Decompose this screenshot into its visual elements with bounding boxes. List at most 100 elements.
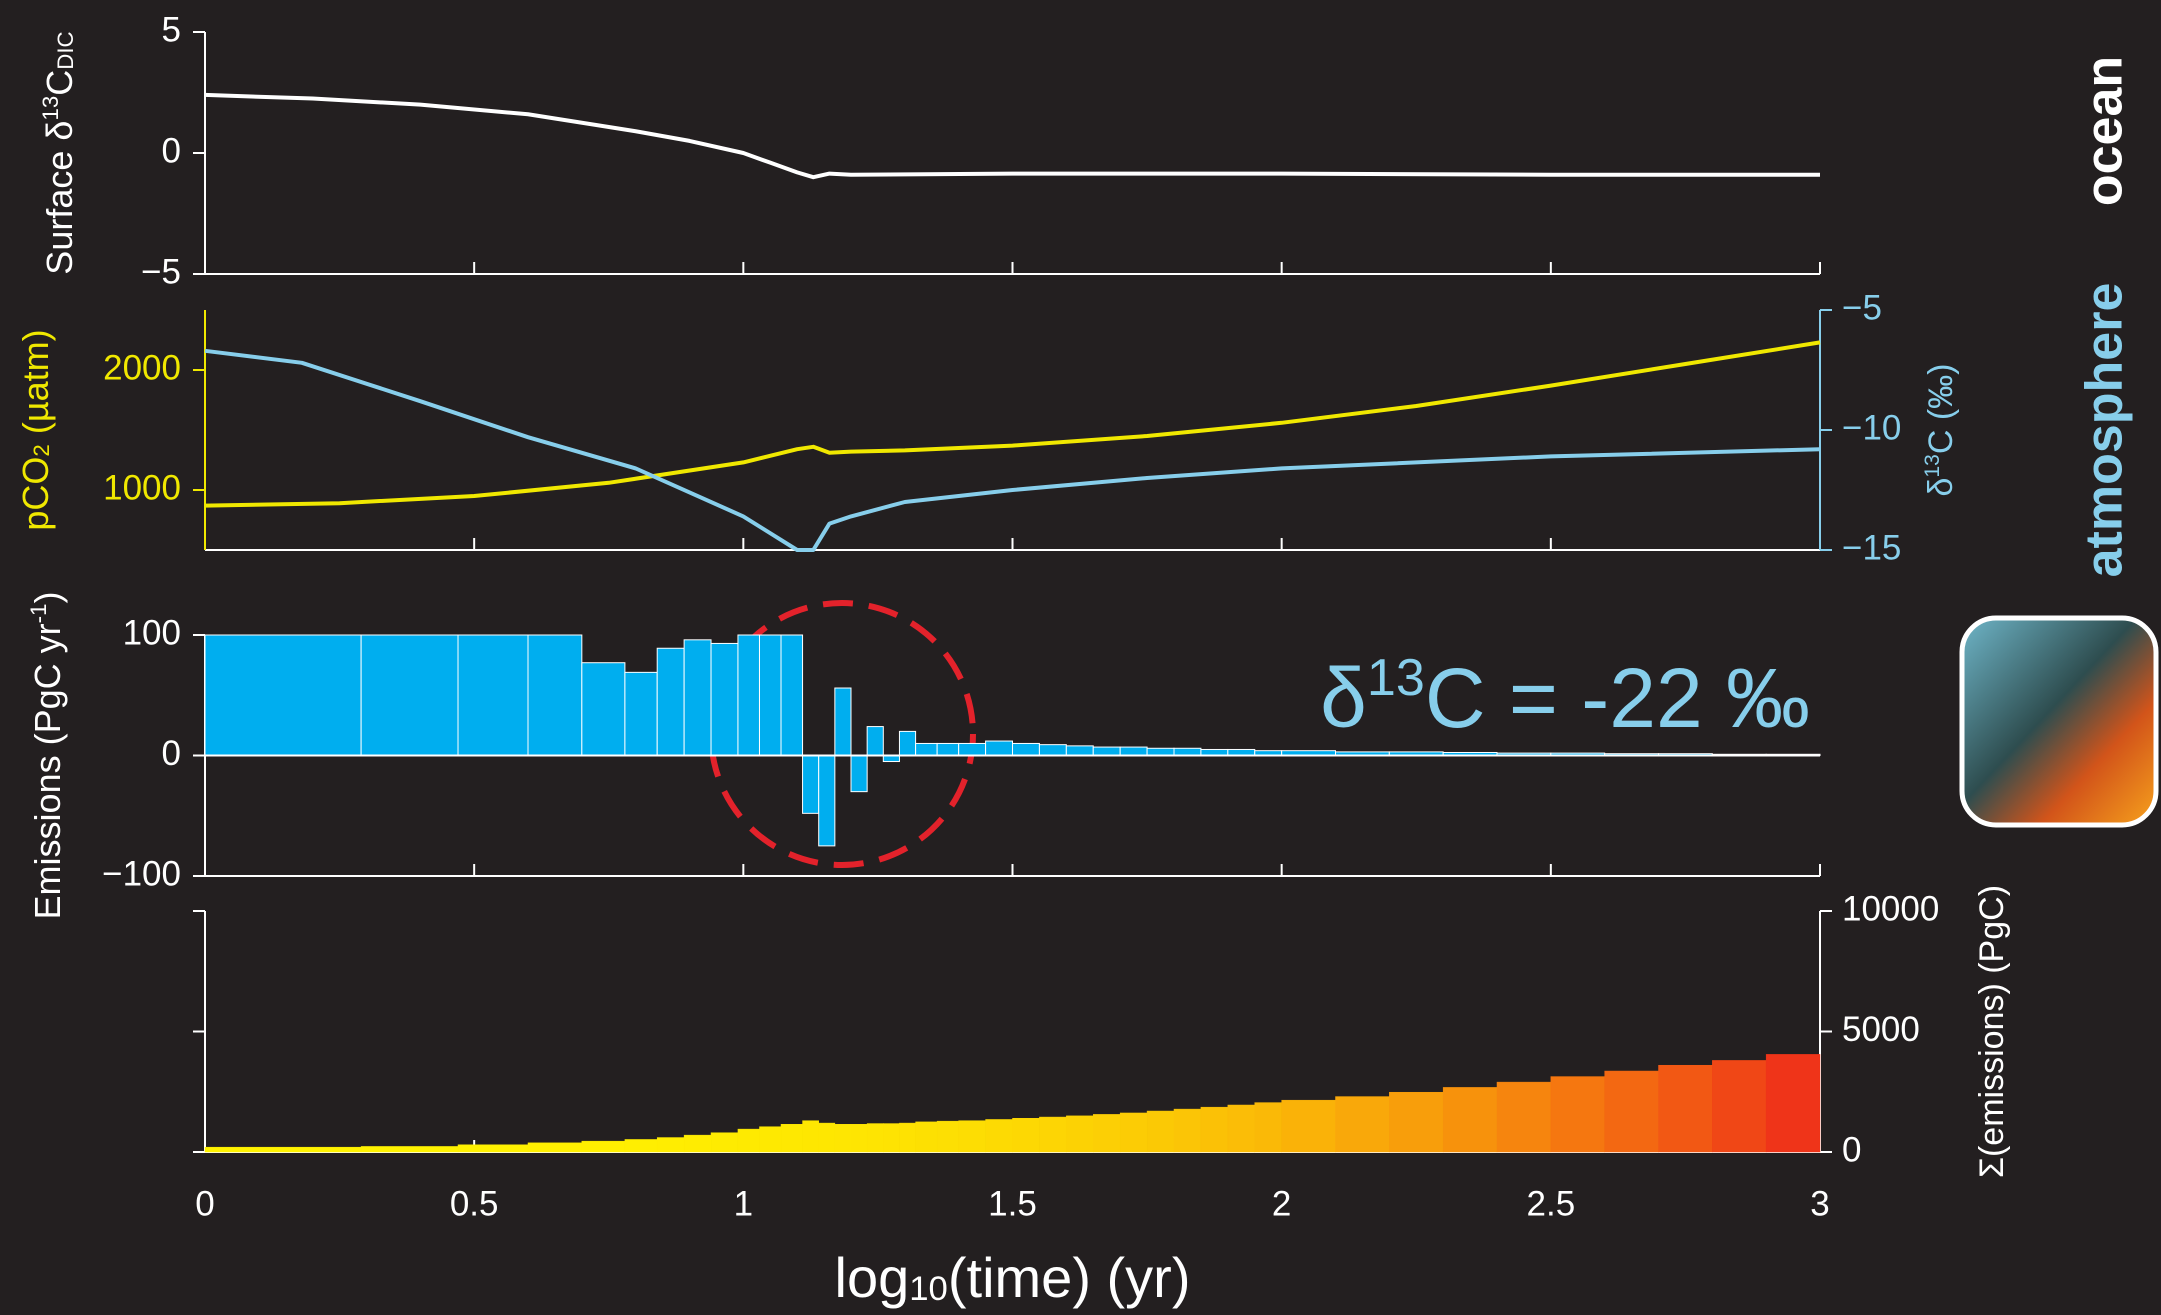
y-tick-label: 5 [162,10,181,49]
y2-tick-label: 10000 [1842,889,1939,928]
bar [205,635,361,756]
label-part: Emissions (PgC yr [27,623,68,919]
label-part: 10 [909,1270,948,1308]
page: {"chart_data":[ {"type":"line","ylabel":… [0,0,2161,1315]
label-part: Surface δ [39,121,80,275]
bar [361,635,458,756]
y-axis-title: Surface δ13CDIC [38,31,80,274]
bar [528,1143,582,1152]
label-part: log [835,1246,910,1309]
y2-tick-label: 5000 [1842,1010,1920,1049]
bar [916,743,938,755]
bar [883,1124,899,1152]
y2-axis-title: δ13C (‰) [1921,363,1960,496]
bar [1605,1071,1659,1152]
bar [582,1141,625,1152]
side-label: ocean [2076,56,2134,206]
bar [1013,743,1040,755]
bar [835,688,851,755]
y2-tick-label: −5 [1842,288,1882,327]
x-tick-label: 3 [1810,1184,1829,1223]
bar [759,1127,781,1152]
bar [625,1139,657,1152]
bar [1013,1118,1040,1152]
bar [625,672,657,755]
bar [1039,1117,1066,1152]
y-axis-title: pCO2 (µatm) [15,329,56,530]
bar [1497,1082,1551,1152]
x-tick-label: 2.5 [1527,1184,1576,1223]
y2-tick-label: −10 [1842,408,1901,447]
bar [867,727,883,756]
bar [528,635,582,756]
side-label: atmosphere [2076,283,2134,578]
x-tick-label: 1.5 [988,1184,1037,1223]
y2-tick-label: −15 [1842,528,1901,567]
label-part: 2 [29,444,54,456]
label-part: 13 [38,96,63,121]
bar [781,1124,803,1152]
bar [1174,748,1201,755]
bar [1766,1054,1820,1152]
bar [916,1122,938,1152]
bar [1066,746,1093,756]
bar [657,1138,684,1152]
label-part: C (‰) [1922,363,1960,454]
x-tick-label: 0 [195,1184,214,1223]
bar [937,743,959,755]
label-part: DIC [53,31,78,69]
label-part: ) [27,592,68,604]
x-tick-label: 0.5 [450,1184,499,1223]
bar [1174,1109,1201,1152]
label-part: (time) (yr) [948,1246,1191,1309]
label-part: -1 [26,604,51,624]
bar [1093,747,1120,755]
bar [684,1135,711,1152]
bar [803,756,819,814]
bar [937,1121,959,1152]
bar [1093,1114,1120,1152]
bar [1255,1103,1282,1152]
bar [711,643,738,755]
bar [781,635,803,756]
bar [1147,1111,1174,1152]
y-tick-label: 0 [162,734,181,773]
bar [458,1145,528,1152]
label-part: (µatm) [15,329,56,444]
annotation: δ13C = -22 ‰ [1320,649,1810,745]
bar [1551,1077,1605,1152]
chart: −505Surface δ13CDICocean10002000−15−10−5… [0,0,2161,1315]
label-part: C = -22 ‰ [1425,651,1810,745]
bar [657,648,684,755]
bar [1443,1087,1497,1152]
bar [1039,745,1066,756]
bar [1336,1097,1390,1152]
y-tick-label: 0 [162,131,181,170]
bar [458,635,528,756]
bar [835,1124,851,1152]
fire-image [1962,618,2156,825]
bar [361,1146,458,1152]
bar [205,1147,361,1152]
y-axis-title: Emissions (PgC yr-1) [26,592,68,920]
bar [899,1123,915,1152]
bar [986,741,1013,755]
bar [1389,1092,1443,1152]
x-axis-title: log10(time) (yr) [835,1246,1191,1309]
y-tick-label: −100 [102,854,181,893]
y-tick-label: 1000 [103,468,181,507]
bar [1282,1100,1336,1152]
x-tick-label: 2 [1272,1184,1291,1223]
bar [899,731,915,755]
label-part: δ [1922,478,1960,497]
y-tick-label: 2000 [103,348,181,387]
label-part: 13 [1921,454,1944,477]
bar [1066,1116,1093,1152]
label-part: C [39,70,80,96]
bar [1228,1105,1255,1152]
bar [1659,1065,1713,1152]
data-line [205,95,1820,177]
y2-axis-title: Σ(emissions) (PgC) [1973,885,2011,1178]
bar [1147,748,1174,755]
bar [738,635,760,756]
